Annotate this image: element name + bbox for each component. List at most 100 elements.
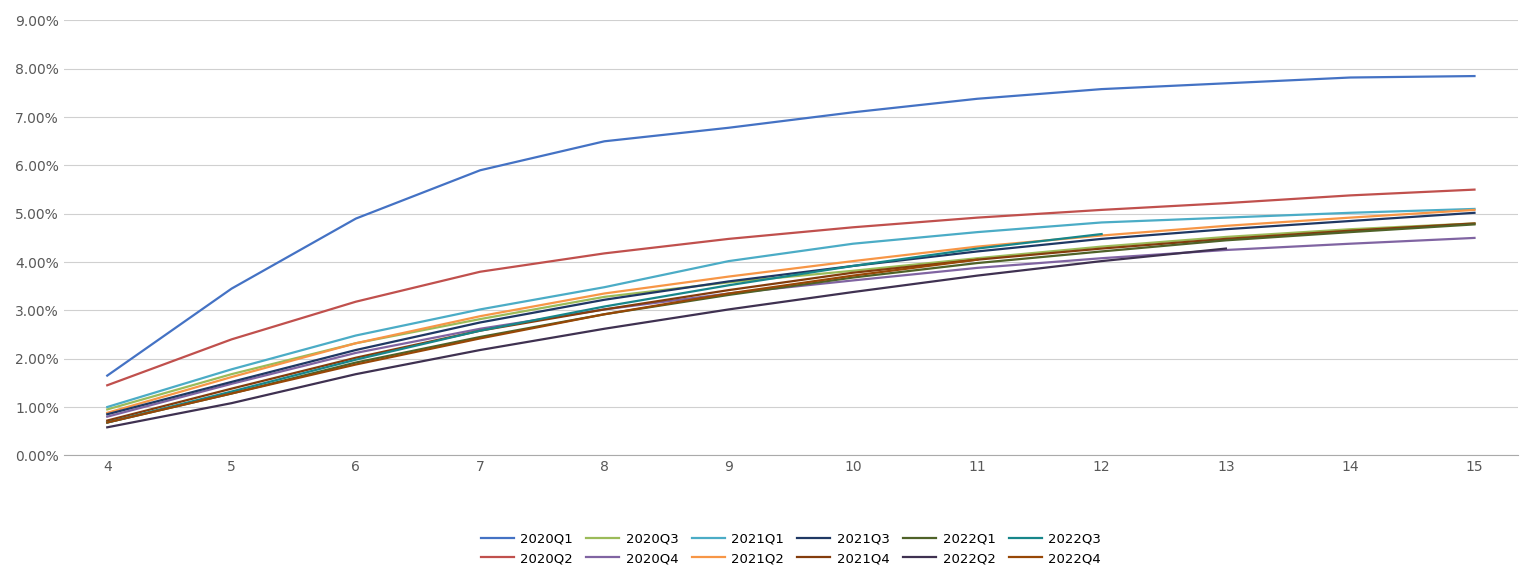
2021Q1 <box>843 240 862 247</box>
2020Q1 <box>1341 74 1360 81</box>
2020Q4 <box>595 306 613 313</box>
2021Q2 <box>1341 214 1360 221</box>
2021Q1 <box>471 306 489 313</box>
2022Q3 <box>595 303 613 310</box>
2022Q1 <box>1341 229 1360 236</box>
2021Q2 <box>595 290 613 297</box>
Line: 2020Q4: 2020Q4 <box>107 238 1475 417</box>
2022Q2 <box>969 272 987 279</box>
Line: 2022Q3: 2022Q3 <box>107 234 1102 423</box>
Line: 2021Q3: 2021Q3 <box>107 213 1475 415</box>
2022Q1 <box>719 292 737 299</box>
2020Q1 <box>969 95 987 102</box>
2020Q3 <box>1217 233 1236 240</box>
2021Q2 <box>346 340 365 347</box>
2021Q3 <box>969 248 987 255</box>
2021Q4 <box>471 327 489 334</box>
2021Q3 <box>719 278 737 285</box>
2022Q3 <box>969 245 987 252</box>
2021Q1 <box>969 229 987 236</box>
2021Q1 <box>1341 209 1360 216</box>
2020Q4 <box>843 277 862 284</box>
2022Q4 <box>98 419 117 426</box>
2022Q2 <box>222 400 241 407</box>
2021Q3 <box>843 262 862 269</box>
2022Q4 <box>595 310 613 318</box>
2021Q1 <box>595 283 613 290</box>
2020Q1 <box>595 138 613 145</box>
2022Q1 <box>346 359 365 366</box>
2021Q4 <box>1217 235 1236 242</box>
2021Q3 <box>595 296 613 303</box>
2020Q4 <box>719 290 737 297</box>
2021Q4 <box>843 269 862 276</box>
2021Q3 <box>1466 209 1484 216</box>
2021Q1 <box>1217 214 1236 221</box>
2020Q2 <box>969 214 987 221</box>
2021Q4 <box>1466 220 1484 227</box>
2021Q1 <box>1466 205 1484 212</box>
Line: 2020Q1: 2020Q1 <box>107 76 1475 376</box>
2021Q2 <box>471 313 489 320</box>
2022Q4 <box>843 272 862 279</box>
2022Q1 <box>1093 248 1111 255</box>
2020Q4 <box>98 413 117 420</box>
2021Q2 <box>843 258 862 265</box>
2022Q2 <box>1093 258 1111 265</box>
2022Q3 <box>471 327 489 334</box>
Line: 2021Q1: 2021Q1 <box>107 209 1475 407</box>
2020Q1 <box>719 124 737 131</box>
2021Q3 <box>471 319 489 326</box>
2021Q4 <box>1341 227 1360 234</box>
Line: 2020Q3: 2020Q3 <box>107 223 1475 409</box>
2022Q4 <box>346 361 365 368</box>
Legend: 2020Q1, 2020Q2, 2020Q3, 2020Q4, 2021Q1, 2021Q2, 2021Q3, 2021Q4, 2022Q1, 2022Q2, : 2020Q1, 2020Q2, 2020Q3, 2020Q4, 2021Q1, … <box>475 527 1107 570</box>
2022Q4 <box>471 335 489 342</box>
2022Q2 <box>98 424 117 431</box>
2020Q3 <box>843 267 862 274</box>
2022Q1 <box>1217 237 1236 244</box>
2020Q1 <box>1466 72 1484 79</box>
2022Q1 <box>222 390 241 397</box>
2021Q2 <box>969 243 987 250</box>
2022Q3 <box>1093 230 1111 238</box>
2020Q2 <box>1093 206 1111 213</box>
2022Q2 <box>471 346 489 353</box>
2021Q2 <box>222 373 241 380</box>
2021Q4 <box>346 354 365 361</box>
2020Q4 <box>1217 246 1236 253</box>
2020Q3 <box>346 340 365 347</box>
2020Q2 <box>843 224 862 231</box>
2020Q1 <box>1217 80 1236 87</box>
2020Q2 <box>719 235 737 242</box>
2022Q1 <box>969 259 987 266</box>
2020Q3 <box>1093 243 1111 250</box>
2021Q4 <box>595 306 613 313</box>
2020Q4 <box>222 380 241 387</box>
2021Q1 <box>98 403 117 410</box>
2021Q4 <box>222 385 241 392</box>
2020Q4 <box>1466 235 1484 242</box>
2021Q3 <box>222 378 241 385</box>
2022Q1 <box>1466 221 1484 228</box>
2021Q4 <box>98 417 117 424</box>
2022Q3 <box>346 356 365 363</box>
2021Q2 <box>1217 222 1236 229</box>
2022Q4 <box>719 290 737 297</box>
Line: 2021Q2: 2021Q2 <box>107 210 1475 413</box>
2020Q2 <box>98 382 117 389</box>
2022Q2 <box>346 370 365 377</box>
2020Q1 <box>843 109 862 116</box>
2022Q2 <box>843 289 862 296</box>
2022Q1 <box>471 333 489 340</box>
2020Q2 <box>1341 192 1360 199</box>
2021Q1 <box>719 258 737 265</box>
2022Q4 <box>222 390 241 397</box>
2020Q1 <box>471 167 489 174</box>
2021Q2 <box>719 273 737 280</box>
2020Q1 <box>222 285 241 292</box>
2020Q2 <box>471 268 489 275</box>
2022Q1 <box>843 274 862 281</box>
2022Q1 <box>98 419 117 426</box>
2022Q4 <box>969 256 987 263</box>
